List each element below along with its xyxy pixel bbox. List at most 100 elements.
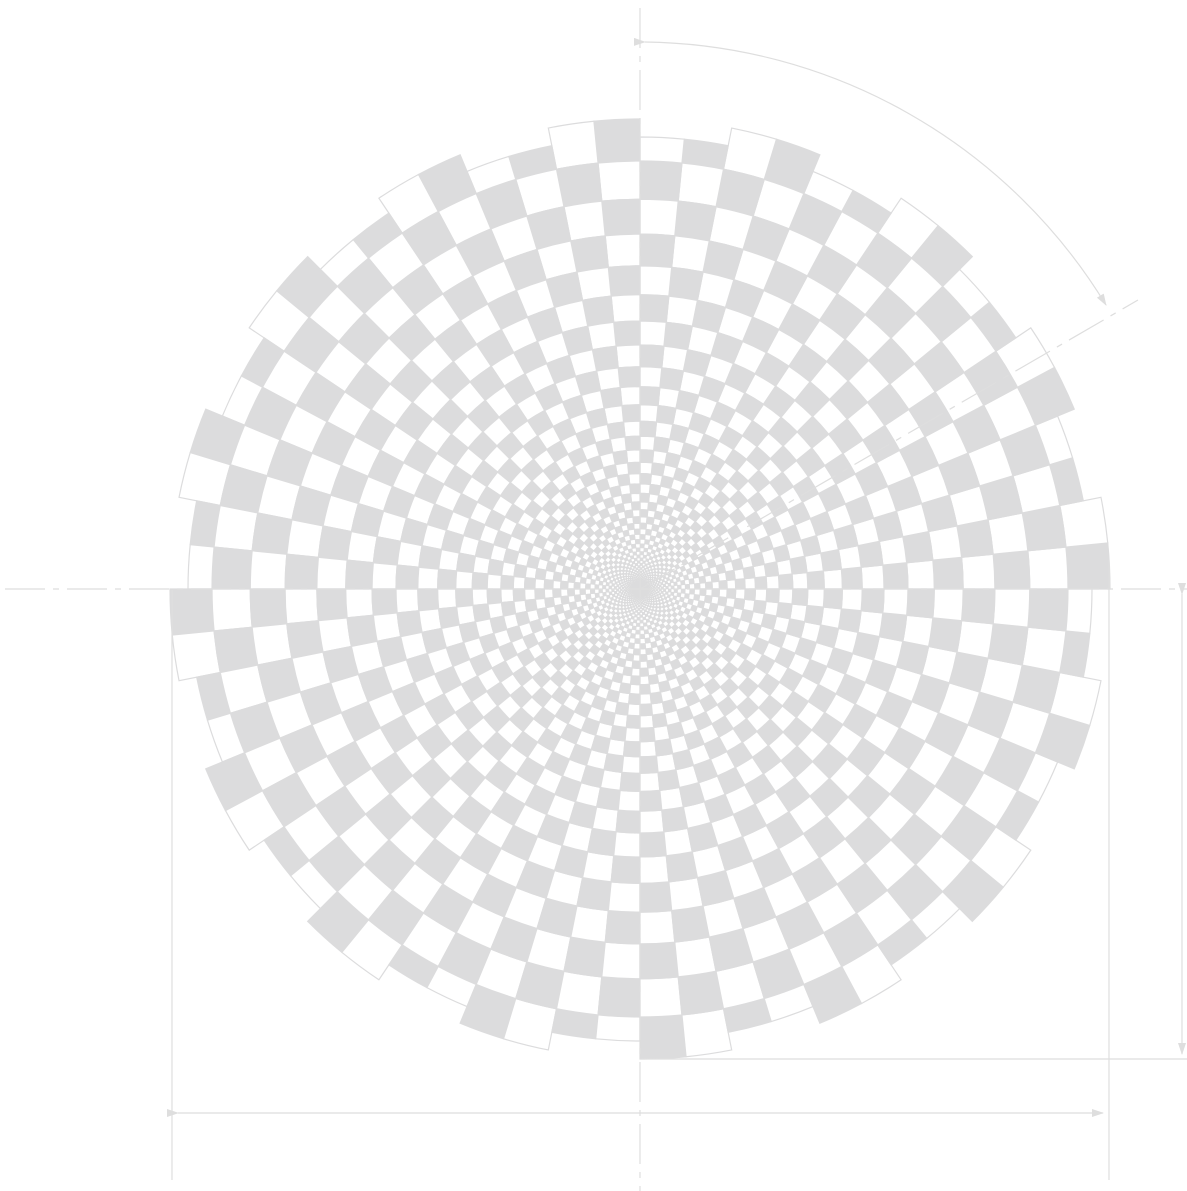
checker-cell (630, 501, 641, 511)
checker-cell (668, 266, 704, 302)
checker-cell (371, 588, 398, 616)
checker-cell (680, 584, 686, 590)
checker-cell (639, 516, 648, 525)
checker-cell (597, 160, 641, 202)
checker-cell (597, 976, 641, 1018)
checker-cell (806, 588, 825, 608)
checker-cell (417, 588, 440, 612)
checker-cell (632, 647, 641, 656)
checker-cell (639, 366, 663, 389)
checker-cell (594, 584, 600, 590)
checker-cell (689, 588, 695, 595)
checker-cell (639, 638, 646, 644)
checker-cell (927, 617, 963, 653)
checker-cell (211, 588, 253, 632)
checker-cell (635, 543, 641, 549)
checker-cell (286, 519, 324, 558)
checker-cell (471, 588, 489, 607)
checker-cell (639, 435, 656, 452)
checker-cell (543, 578, 554, 590)
checker-cell (567, 581, 576, 590)
checker-cell (639, 547, 645, 553)
radial-checkerboard (169, 118, 1111, 1060)
checker-cell (639, 320, 667, 347)
checker-cell (534, 578, 546, 590)
checker-cell (956, 620, 994, 659)
checker-cell (610, 294, 641, 323)
checker-cell (754, 588, 768, 603)
checker-cell (754, 575, 768, 590)
checker-cell (718, 588, 728, 599)
checker-cell (639, 492, 651, 503)
checker-cell (573, 581, 582, 590)
checker-cell (676, 588, 682, 594)
checker-cell (932, 556, 964, 590)
angle-dimension-arc (633, 37, 1107, 306)
checker-cell (624, 726, 641, 743)
checker-cell (543, 588, 554, 600)
checker-cell (625, 714, 641, 729)
checker-cell (631, 660, 641, 669)
checker-cell (661, 345, 689, 372)
checker-cell (659, 367, 685, 392)
checker-cell (284, 553, 320, 590)
checker-cell (560, 580, 569, 590)
checker-cell (590, 583, 596, 590)
checker-cell (840, 588, 863, 612)
checker-cell (860, 564, 885, 590)
checker-cell (249, 588, 288, 628)
checker-cell (621, 755, 641, 774)
checker-cell (604, 233, 641, 269)
checker-cell (639, 233, 676, 269)
checker-cell (636, 619, 641, 624)
checker-cell (857, 610, 884, 638)
checker-cell (371, 562, 398, 590)
checker-cell (626, 461, 641, 475)
checker-cell (726, 588, 737, 600)
checker-cell (605, 585, 610, 590)
checker-cell (639, 909, 676, 945)
checker-cell (1027, 546, 1069, 590)
checker-cell (171, 630, 221, 682)
checker-cell (598, 584, 604, 590)
checker-cell (791, 588, 809, 607)
checker-cell (726, 578, 737, 590)
checker-cell (613, 320, 641, 347)
checker-cell (396, 540, 423, 568)
checker-cell (1021, 504, 1067, 552)
checker-cell (639, 855, 670, 884)
checker-cell (639, 629, 645, 635)
checker-cell (610, 855, 641, 884)
checker-cell (585, 583, 591, 590)
checker-cell (639, 683, 651, 695)
checker-cell (591, 806, 619, 833)
checker-cell (684, 588, 690, 595)
checker-cell (555, 970, 603, 1016)
checker-cell (777, 588, 794, 605)
checker-cell (671, 235, 710, 273)
checker-cell (471, 571, 489, 590)
checker-cell (604, 909, 641, 945)
checker-cell (639, 726, 656, 743)
checker-cell (639, 755, 659, 774)
angle-center-line (639, 299, 1139, 590)
checker-cell (639, 509, 649, 518)
checker-cell (563, 936, 606, 978)
checker-cell (619, 771, 641, 792)
checker-cell (634, 638, 641, 644)
checker-cell (472, 555, 491, 575)
checker-cell (316, 556, 348, 590)
checker-cell (455, 552, 477, 574)
checker-cell (598, 588, 604, 594)
checker-cell (626, 703, 641, 717)
checker-cell (639, 404, 659, 423)
checker-cell (607, 265, 641, 297)
checker-cell (630, 667, 641, 677)
checker-cell (639, 483, 651, 495)
checker-cell (663, 321, 693, 351)
checker-cell (634, 539, 641, 545)
checker-cell (579, 582, 587, 590)
checker-cell (615, 809, 641, 834)
checker-cell (639, 449, 655, 464)
checker-cell (734, 588, 746, 600)
